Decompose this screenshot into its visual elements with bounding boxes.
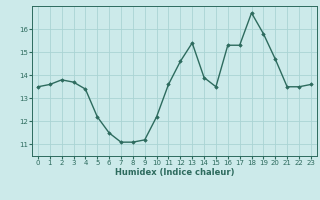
X-axis label: Humidex (Indice chaleur): Humidex (Indice chaleur) <box>115 168 234 177</box>
